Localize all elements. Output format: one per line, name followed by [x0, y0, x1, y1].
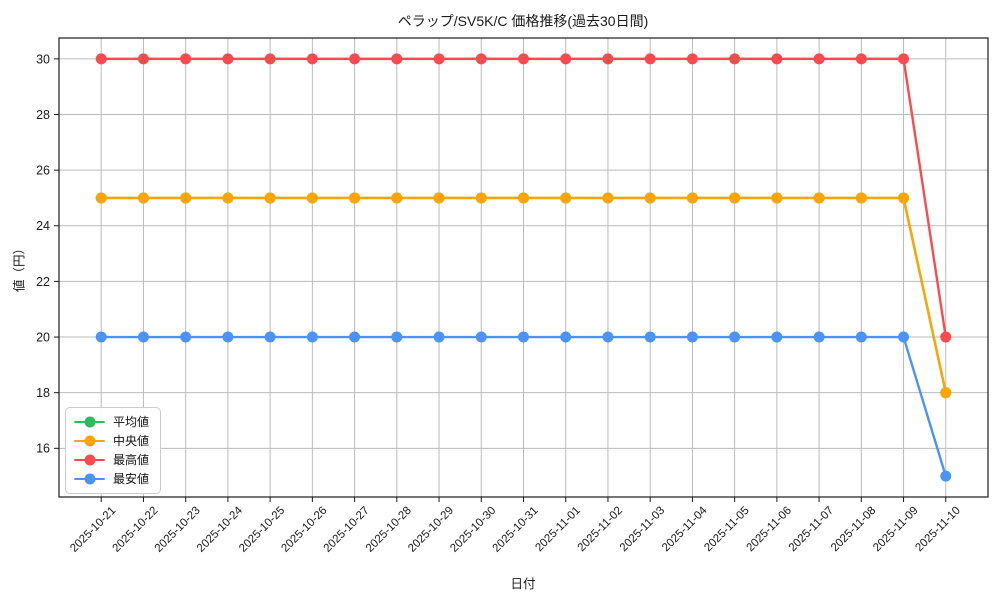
- y-tick-label: 22: [36, 275, 50, 289]
- legend-label-max: 最高値: [113, 453, 150, 467]
- series-median: [95, 192, 952, 399]
- data-point-min: [560, 331, 572, 343]
- tick-labels: 16182022242628302025-10-212025-10-222025…: [36, 52, 963, 554]
- x-tick-label: 2025-11-10: [913, 505, 962, 554]
- data-point-max: [475, 53, 487, 65]
- data-point-median: [391, 192, 403, 204]
- legend-marker-icon-max: [74, 454, 105, 467]
- data-point-median: [518, 192, 529, 204]
- data-point-median: [771, 192, 783, 204]
- data-point-median: [95, 192, 107, 204]
- data-point-median: [433, 192, 445, 204]
- data-point-min: [391, 331, 403, 343]
- legend-label-min: 最安値: [113, 472, 150, 486]
- data-point-max: [518, 53, 529, 65]
- data-point-median: [137, 192, 149, 204]
- data-point-median: [560, 192, 572, 204]
- legend-label-median: 中央値: [113, 434, 150, 448]
- data-point-min: [686, 331, 698, 343]
- data-point-min: [264, 331, 276, 343]
- y-tick-label: 20: [36, 330, 50, 344]
- data-point-min: [771, 331, 783, 343]
- data-point-max: [644, 53, 656, 65]
- legend-marker-icon-median: [74, 435, 105, 448]
- legend: 平均値中央値最高値最安値: [65, 407, 162, 494]
- data-point-median: [644, 192, 656, 204]
- data-point-median: [180, 192, 192, 204]
- data-point-min: [602, 331, 614, 343]
- data-point-median: [602, 192, 614, 204]
- data-point-max: [137, 53, 149, 65]
- data-point-min: [729, 331, 741, 343]
- data-point-max: [771, 53, 783, 65]
- y-tick-label: 28: [36, 108, 50, 122]
- legend-marker-icon-average: [74, 416, 105, 429]
- data-point-min: [644, 331, 656, 343]
- data-point-median: [898, 192, 910, 204]
- grid-lines: [59, 38, 988, 497]
- x-tick-label: 2025-10-31: [491, 505, 541, 555]
- data-point-min: [813, 331, 825, 343]
- data-point-max: [391, 53, 403, 65]
- y-tick-label: 24: [36, 219, 50, 233]
- data-point-max: [349, 53, 361, 65]
- data-point-min: [433, 331, 445, 343]
- legend-item-median: 中央値: [74, 434, 149, 448]
- data-point-max: [602, 53, 614, 65]
- legend-marker-icon-min: [74, 473, 105, 486]
- data-point-median: [475, 192, 487, 204]
- y-tick-label: 18: [36, 386, 50, 400]
- data-point-max: [813, 53, 825, 65]
- data-point-max: [729, 53, 741, 65]
- data-point-median: [222, 192, 234, 204]
- data-point-median: [349, 192, 361, 204]
- chart-title: ペラップ/SV5K/C 価格推移(過去30日間): [397, 13, 649, 29]
- data-point-median: [940, 387, 952, 399]
- legend-item-average: 平均値: [74, 415, 149, 429]
- data-point-min: [137, 331, 149, 343]
- legend-item-min: 最安値: [74, 472, 149, 486]
- y-axis-label: 値（円）: [12, 241, 27, 293]
- data-point-min: [518, 331, 529, 343]
- data-point-median: [686, 192, 698, 204]
- data-point-max: [180, 53, 192, 65]
- legend-item-max: 最高値: [74, 453, 149, 467]
- data-point-max: [940, 331, 952, 343]
- series-max: [95, 53, 952, 343]
- data-point-median: [306, 192, 318, 204]
- data-point-max: [855, 53, 867, 65]
- data-point-max: [264, 53, 276, 65]
- data-point-min: [222, 331, 234, 343]
- y-tick-label: 30: [36, 52, 50, 66]
- data-point-min: [349, 331, 361, 343]
- data-point-max: [306, 53, 318, 65]
- data-point-max: [95, 53, 107, 65]
- data-point-max: [898, 53, 910, 65]
- legend-label-average: 平均値: [113, 415, 150, 429]
- data-point-min: [475, 331, 487, 343]
- axis-ticks: [54, 58, 947, 502]
- data-point-median: [813, 192, 825, 204]
- data-point-median: [855, 192, 867, 204]
- series-min: [95, 331, 952, 482]
- data-point-min: [95, 331, 107, 343]
- data-point-max: [560, 53, 572, 65]
- data-point-median: [264, 192, 276, 204]
- data-point-min: [898, 331, 910, 343]
- data-point-max: [433, 53, 445, 65]
- data-point-max: [222, 53, 234, 65]
- data-point-min: [855, 331, 867, 343]
- data-point-min: [180, 331, 192, 343]
- y-tick-label: 16: [36, 442, 50, 456]
- data-point-median: [729, 192, 741, 204]
- y-tick-label: 26: [36, 164, 50, 178]
- data-point-max: [686, 53, 698, 65]
- data-point-min: [940, 470, 952, 482]
- x-axis-label: 日付: [510, 577, 536, 591]
- data-point-min: [306, 331, 318, 343]
- plot-border: [58, 37, 989, 498]
